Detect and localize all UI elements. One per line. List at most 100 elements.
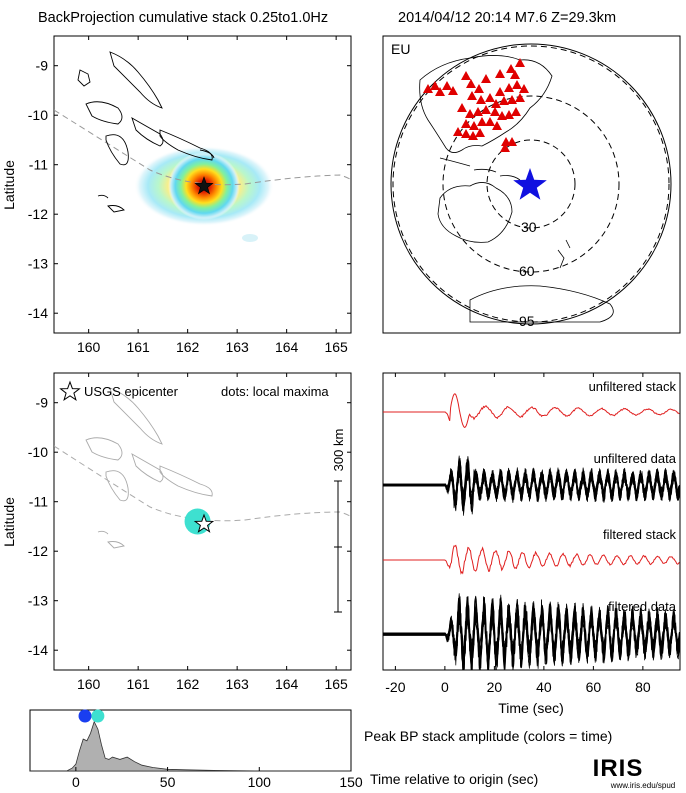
station-triangle: [468, 131, 478, 140]
station-triangle: [481, 105, 491, 114]
coastline-island-4: [131, 117, 164, 147]
station-markers: [423, 58, 529, 152]
coastline-island-3: [109, 51, 163, 109]
coastline-island-1: [77, 69, 91, 87]
station-triangle: [504, 110, 514, 119]
coastline-faded-5: [105, 470, 129, 502]
station-triangle: [500, 143, 510, 152]
maxima-epicenter-star: [193, 513, 215, 533]
trace-label-filtered-stack: filtered stack: [603, 527, 676, 542]
coastline-faded-6: [97, 530, 125, 549]
bp-map-ytick-label: -13: [28, 256, 48, 272]
station-triangle: [492, 121, 502, 130]
station-triangle: [466, 79, 476, 88]
trench-line-faded: [54, 445, 351, 522]
station-triangle: [512, 80, 522, 89]
maxima-map-ytick-label: -11: [29, 494, 48, 510]
peak-time-dots: [78, 709, 105, 723]
station-triangle: [491, 99, 501, 108]
peak-time-dot: [91, 709, 105, 723]
station-triangle: [495, 87, 505, 96]
station-triangle: [511, 107, 521, 116]
station-triangle: [457, 103, 467, 112]
iris-logo-url: www.iris.edu/spud: [610, 781, 675, 790]
station-triangle: [477, 117, 487, 126]
seismogram-xtick-label: -20: [385, 679, 405, 695]
bp-map-xtick-label: 163: [225, 339, 249, 355]
trace-label-unfiltered-stack: unfiltered stack: [589, 379, 677, 394]
array-epicenter-star: [513, 168, 547, 200]
maxima-map-ticks: 160 161 162 163 164 165 -9 -10 -11 -12 -13 -14: [28, 373, 351, 692]
station-triangle: [510, 70, 520, 79]
bp-map-xtick-label: 162: [176, 339, 200, 355]
peak-amplitude-ticks: 0 50 100 150: [72, 767, 363, 790]
coastline-island-6: [105, 134, 129, 166]
coastline-faded-1: [85, 437, 123, 461]
ring-label-95: 95: [519, 313, 535, 329]
distance-ring-95: [392, 45, 670, 323]
filtered-data-trace: [383, 596, 680, 670]
bp-energy-patch: [242, 234, 258, 242]
maxima-map-xtick-label: 164: [275, 676, 299, 692]
seismogram-ticks: -20 0 20 40 60 80: [385, 373, 651, 695]
coastline-island-8: [199, 149, 215, 159]
peak-amplitude-xlabel: Time relative to origin (sec): [370, 771, 538, 787]
maxima-map-xtick-label: 165: [324, 676, 348, 692]
maxima-map-ylabel: Latitude: [1, 497, 17, 547]
seismogram-panel: unfiltered stack unfiltered data filtere…: [382, 372, 681, 716]
station-triangle: [453, 127, 463, 136]
station-triangle: [442, 81, 452, 90]
seismogram-xtick-label: 60: [586, 679, 602, 695]
station-triangle: [469, 121, 479, 130]
coastline-island-5: [159, 129, 213, 161]
peak-xtick-label: 50: [160, 774, 176, 790]
maxima-map-ytick-label: -12: [28, 543, 48, 559]
station-triangle: [497, 111, 507, 120]
bp-map-ytick-label: -10: [28, 107, 48, 123]
bp-map-ytick-label: -12: [28, 206, 48, 222]
maxima-map-ytick-label: -14: [28, 642, 48, 658]
maxima-map-xtick-label: 160: [77, 676, 101, 692]
bp-map-ytick-label: -9: [36, 58, 49, 74]
coastline-island-2: [85, 101, 123, 125]
maxima-map-xtick-label: 161: [126, 676, 150, 692]
station-triangle: [465, 109, 475, 118]
seismogram-xtick-label: 20: [487, 679, 503, 695]
station-triangle: [507, 137, 517, 146]
station-triangle: [435, 87, 445, 96]
continent-asia: [419, 55, 553, 153]
station-triangle: [515, 58, 525, 67]
unfiltered-data-trace: [383, 459, 680, 510]
peak-amplitude-area: [30, 720, 351, 772]
array-label: EU: [391, 41, 410, 57]
maxima-map-panel: USGS epicenter dots: local maxima 300 km…: [1, 372, 352, 692]
bp-map-xtick-label: 161: [126, 339, 150, 355]
continent-indonesia: [439, 157, 521, 181]
bp-map-xtick-label: 164: [275, 339, 299, 355]
station-triangle: [507, 95, 517, 104]
ring-label-60: 60: [519, 263, 535, 279]
legend-star-icon: [59, 380, 81, 402]
trace-label-filtered-data: filtered data: [608, 599, 677, 614]
bp-map-xtick-label: 165: [324, 339, 348, 355]
seismogram-xtick-label: 80: [635, 679, 651, 695]
continent-australia: [437, 182, 513, 243]
seismogram-xlabel: Time (sec): [498, 700, 564, 716]
peak-time-dot: [78, 709, 92, 723]
peak-xtick-label: 150: [339, 774, 363, 790]
seismogram-xtick-label: 40: [536, 679, 552, 695]
array-map-panel: 30 60 95 EU: [382, 35, 681, 334]
station-triangle: [476, 95, 486, 104]
scale-bar-label: 300 km: [331, 429, 346, 472]
station-triangle: [461, 119, 471, 128]
station-triangle: [474, 84, 484, 93]
station-triangle: [475, 128, 485, 137]
peak-xtick-label: 0: [72, 774, 80, 790]
globe-outline: [390, 43, 672, 325]
coastline-faded-4: [159, 465, 213, 497]
coastline-faded-2: [109, 387, 163, 445]
station-triangle: [461, 129, 471, 138]
station-triangle: [467, 91, 477, 100]
coastline-faded-3: [131, 453, 164, 483]
